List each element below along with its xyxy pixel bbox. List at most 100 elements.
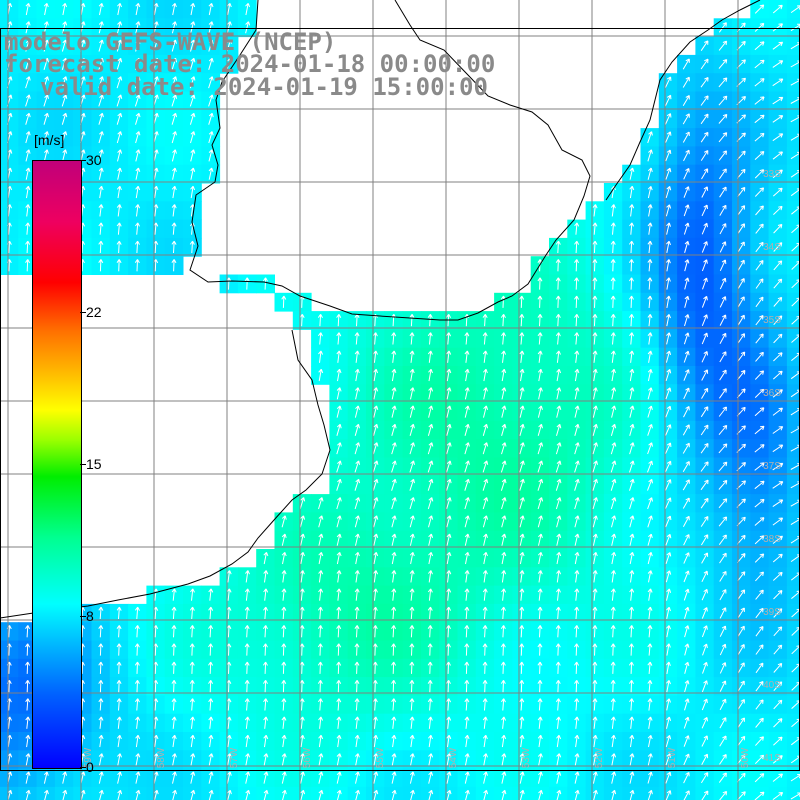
wind-arrow xyxy=(610,478,617,491)
wind-arrow xyxy=(700,58,709,70)
wind-arrow xyxy=(464,515,470,528)
wind-cell xyxy=(640,786,660,800)
wind-arrow xyxy=(409,515,415,528)
wind-arrow xyxy=(647,204,653,217)
wind-cell xyxy=(786,439,800,458)
wind-arrow xyxy=(754,425,765,435)
wind-arrow xyxy=(501,387,507,400)
wind-arrow xyxy=(428,771,434,784)
wind-arrow xyxy=(134,76,141,89)
wind-arrow xyxy=(318,368,324,382)
wind-arrow xyxy=(665,771,672,784)
wind-arrow xyxy=(719,735,727,747)
wind-arrow xyxy=(628,680,634,693)
wind-arrow xyxy=(281,533,287,546)
latitude-label: 34S xyxy=(763,242,781,253)
wind-arrow xyxy=(574,478,580,491)
wind-arrow xyxy=(135,21,141,34)
wind-arrow xyxy=(134,643,140,656)
wind-arrow xyxy=(755,699,764,710)
wind-arrow xyxy=(537,405,543,418)
wind-arrow xyxy=(98,259,104,272)
wind-arrow xyxy=(574,332,580,345)
wind-arrow xyxy=(135,222,140,235)
wind-arrow xyxy=(501,442,507,455)
wind-arrow xyxy=(98,240,104,254)
wind-arrow xyxy=(666,588,672,601)
wind-arrow xyxy=(446,753,452,766)
wind-arrow xyxy=(391,588,397,601)
wind-arrow xyxy=(354,588,360,601)
wind-arrow xyxy=(135,185,141,199)
wind-arrow xyxy=(718,40,728,51)
wind-arrow xyxy=(701,735,708,747)
wind-arrow xyxy=(372,332,378,345)
wind-arrow xyxy=(391,734,397,748)
wind-arrow xyxy=(647,478,653,491)
wind-arrow xyxy=(519,588,525,601)
wind-arrow xyxy=(700,534,709,546)
wind-arrow xyxy=(336,332,342,345)
wind-arrow xyxy=(555,698,561,711)
wind-arrow xyxy=(226,21,232,34)
wind-arrow xyxy=(574,588,580,601)
wind-arrow xyxy=(647,588,653,601)
wind-arrow xyxy=(244,680,250,693)
wind-arrow xyxy=(464,533,470,546)
wind-arrow xyxy=(574,405,580,418)
wind-arrow xyxy=(226,2,232,16)
wind-arrow xyxy=(355,771,360,784)
wind-cell xyxy=(786,622,800,641)
wind-arrow xyxy=(501,588,507,601)
wind-arrow xyxy=(611,405,617,418)
wind-arrow xyxy=(171,2,177,16)
wind-arrow xyxy=(135,167,141,180)
wind-arrow xyxy=(519,497,525,510)
wind-arrow xyxy=(372,698,378,711)
wind-arrow xyxy=(519,753,525,766)
wind-arrow xyxy=(647,424,653,436)
wind-arrow xyxy=(664,113,672,125)
wind-cell xyxy=(786,347,800,367)
wind-arrow xyxy=(574,240,580,254)
wind-arrow xyxy=(647,368,653,382)
wind-arrow xyxy=(647,442,653,455)
wind-cell xyxy=(786,658,800,678)
wind-arrow xyxy=(464,588,470,601)
wind-arrow xyxy=(647,350,653,363)
wind-arrow xyxy=(718,406,727,417)
wind-arrow xyxy=(665,533,672,546)
wind-arrow xyxy=(190,167,196,180)
wind-arrow xyxy=(409,533,415,546)
wind-arrow xyxy=(719,186,727,198)
wind-arrow xyxy=(171,222,177,235)
wind-arrow xyxy=(189,240,195,254)
wind-arrow xyxy=(116,643,122,656)
wind-arrow xyxy=(574,259,580,272)
wind-arrow xyxy=(684,606,690,619)
wind-arrow xyxy=(134,259,140,272)
wind-arrow xyxy=(500,314,506,327)
wind-arrow xyxy=(43,57,49,70)
wind-cell xyxy=(786,695,800,715)
wind-arrow xyxy=(772,426,784,434)
wind-arrow xyxy=(171,39,177,52)
wind-arrow xyxy=(519,368,525,382)
wind-arrow xyxy=(665,167,672,180)
wind-arrow xyxy=(116,240,122,254)
wind-arrow xyxy=(354,661,360,674)
wind-arrow xyxy=(189,680,195,693)
wind-arrow xyxy=(754,517,765,526)
wind-arrow xyxy=(25,698,31,711)
wind-arrow xyxy=(772,517,784,526)
wind-arrow xyxy=(718,168,727,180)
wind-arrow xyxy=(318,734,324,748)
wind-arrow xyxy=(647,332,653,345)
wind-arrow xyxy=(701,350,708,363)
wind-arrow xyxy=(610,588,616,601)
wind-arrow xyxy=(718,772,727,783)
wind-arrow xyxy=(427,698,433,711)
wind-arrow xyxy=(683,204,690,217)
wind-arrow xyxy=(300,753,305,766)
wind-arrow xyxy=(700,424,709,436)
